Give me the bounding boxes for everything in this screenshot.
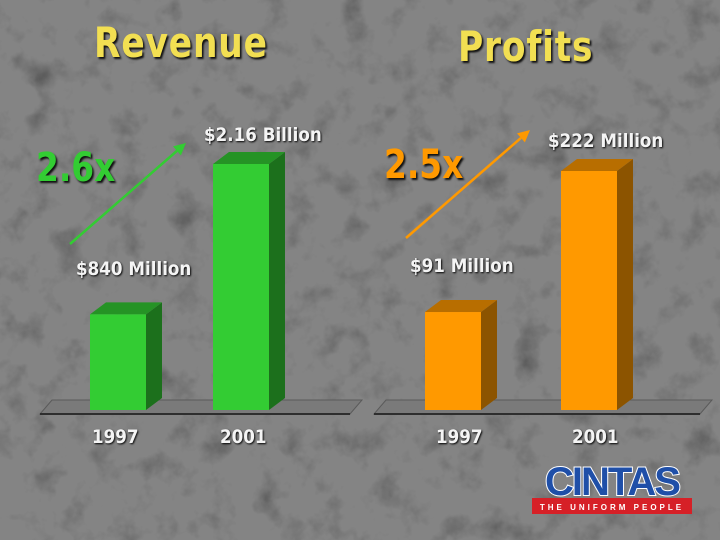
profits-2001-category-label: 2001 — [572, 426, 619, 448]
revenue-2001-value-label: $2.16 Billion — [204, 124, 322, 146]
profits-multiplier: 2.5x — [384, 142, 464, 188]
revenue-multiplier: 2.6x — [36, 145, 116, 191]
profits-1997-value-label: $91 Million — [410, 255, 514, 277]
logo-wordmark: CINTAS — [545, 460, 680, 504]
revenue-1997-category-label: 1997 — [92, 426, 139, 448]
profits-1997-category-label: 1997 — [436, 426, 483, 448]
revenue-2001-category-label: 2001 — [220, 426, 267, 448]
logo-tagline-bar — [532, 498, 692, 514]
logo-tagline: THE UNIFORM PEOPLE — [540, 503, 684, 512]
revenue-title: Revenue — [94, 18, 268, 67]
profits-2001-value-label: $222 Million — [548, 130, 664, 152]
cintas-logo: CINTAS THE UNIFORM PEOPLE — [532, 459, 692, 514]
profits-title: Profits — [458, 22, 594, 71]
revenue-1997-value-label: $840 Million — [76, 258, 192, 280]
